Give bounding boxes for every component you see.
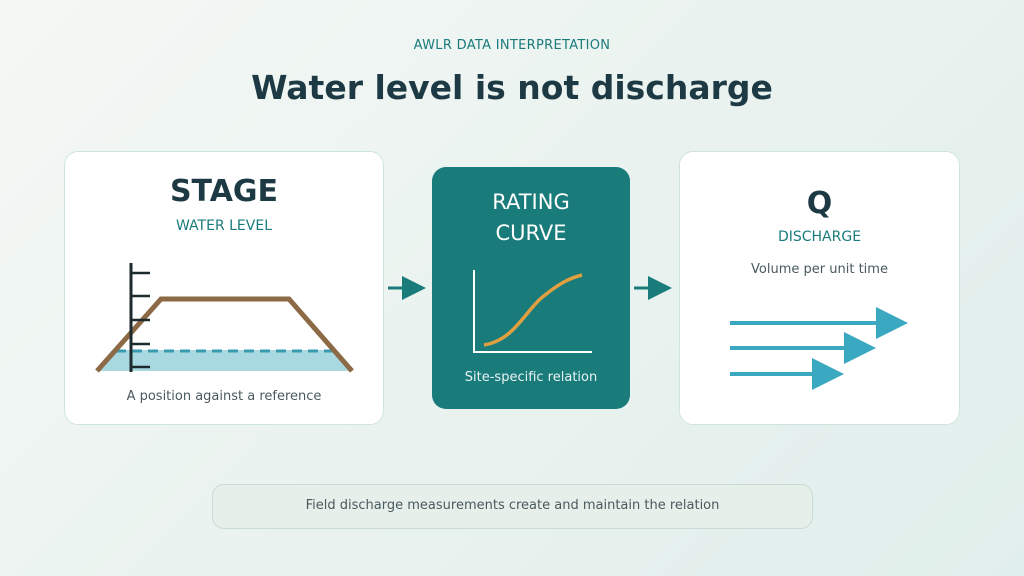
eyebrow: AWLR DATA INTERPRETATION bbox=[413, 38, 611, 53]
card-title: RATING bbox=[492, 190, 570, 214]
card-caption: Site-specific relation bbox=[464, 370, 598, 385]
card-subtitle: DISCHARGE bbox=[777, 229, 862, 245]
page-title: Water level is not discharge bbox=[251, 68, 773, 107]
card-title: Q bbox=[806, 186, 833, 221]
rating-card: RATING CURVE Site-specific relation bbox=[432, 167, 630, 409]
footer-note: Field discharge measurements create and … bbox=[212, 484, 813, 529]
card-caption: A position against a reference bbox=[126, 389, 322, 404]
card-title: CURVE bbox=[495, 221, 567, 245]
card-subtitle: WATER LEVEL bbox=[175, 218, 272, 234]
discharge-arrows bbox=[730, 307, 908, 390]
card-caption: Volume per unit time bbox=[751, 262, 888, 277]
rating-curve-illustration bbox=[473, 270, 592, 353]
stage-card: STAGE WATER LEVEL A position against a r… bbox=[64, 151, 384, 425]
discharge-card: Q DISCHARGE Volume per unit time bbox=[679, 151, 960, 425]
channel-illustration bbox=[95, 263, 354, 373]
card-title: STAGE bbox=[169, 174, 279, 209]
